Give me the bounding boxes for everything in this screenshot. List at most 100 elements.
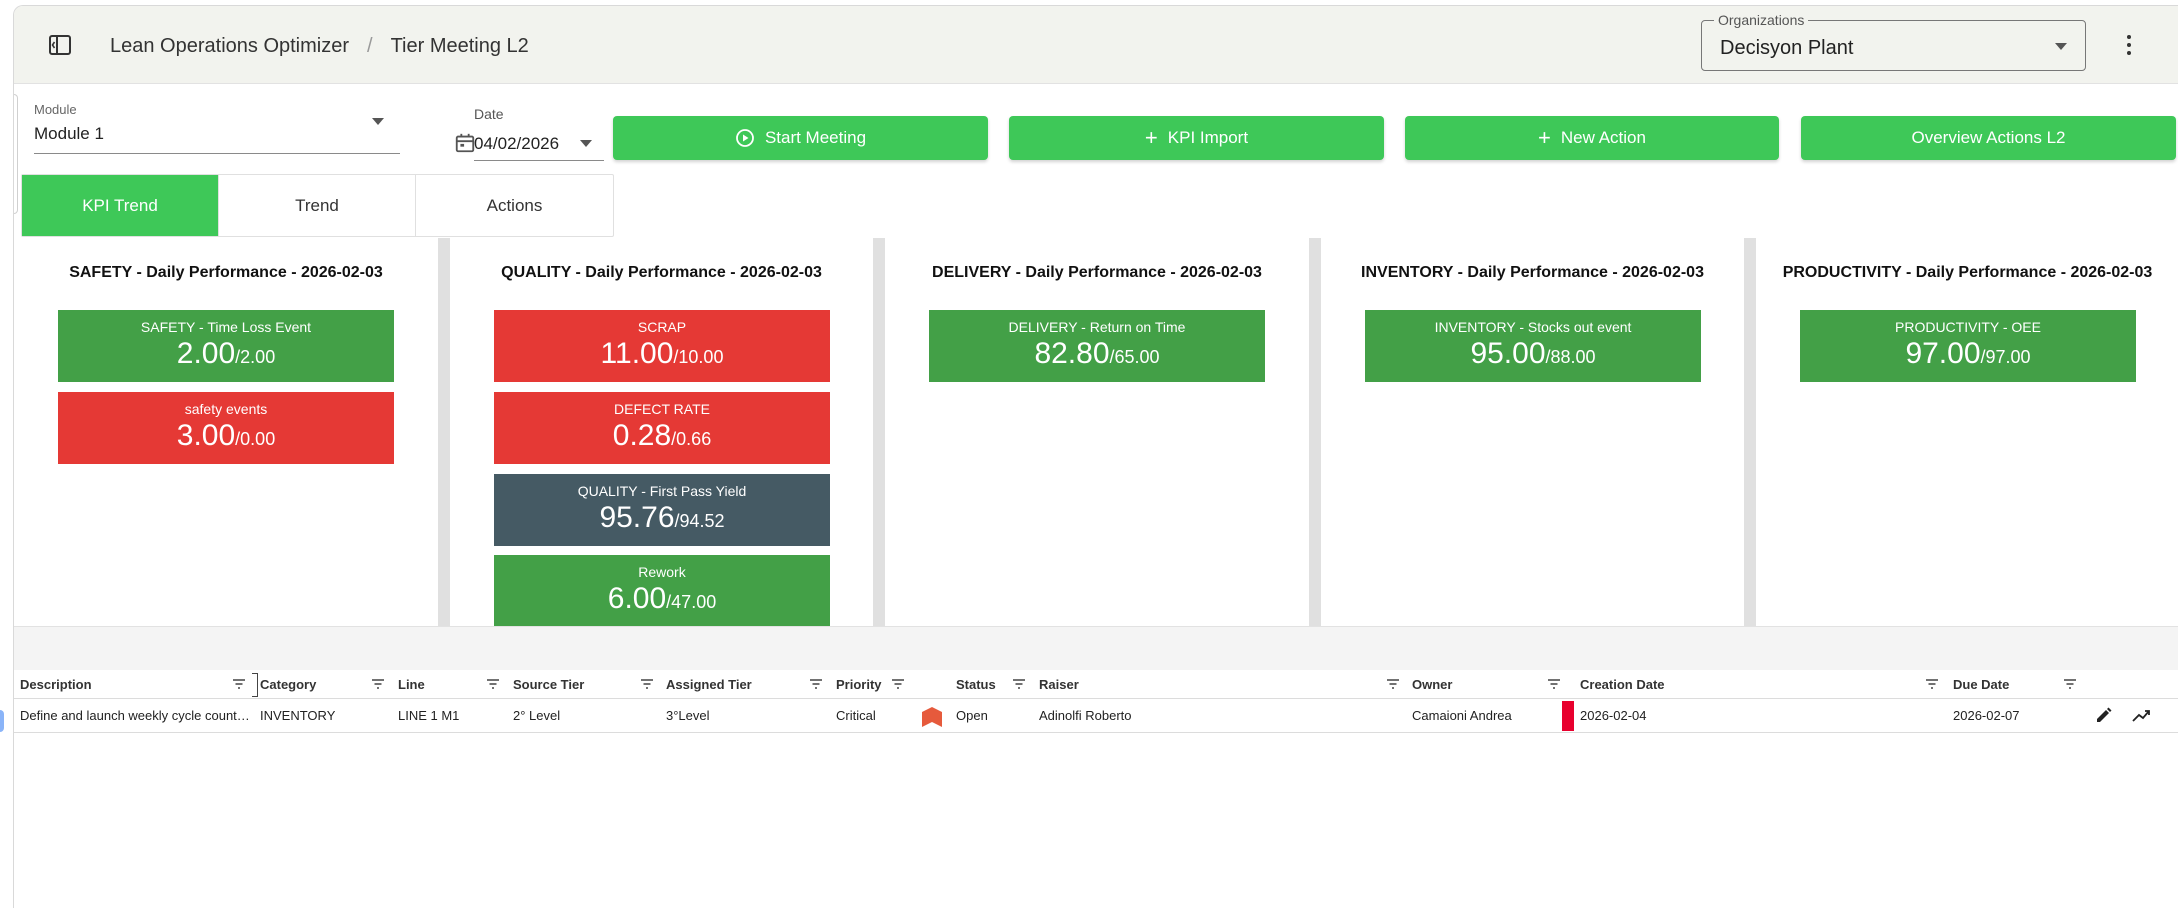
column-header-priority[interactable]: Priority (836, 677, 882, 692)
filter-icon[interactable] (1012, 678, 1026, 690)
kpi-card-target: /97.00 (1980, 347, 2031, 367)
organization-value: Decisyon Plant (1720, 37, 1854, 59)
table-header: Description Category Line Source Tier As… (14, 670, 2178, 699)
kpi-card-value: 2.00 (176, 337, 236, 370)
kpi-column-productivity: PRODUCTIVITY - Daily Performance - 2026-… (1756, 238, 2178, 626)
column-header-line[interactable]: Line (398, 677, 425, 692)
side-handle[interactable] (0, 710, 4, 732)
cell-description: Define and launch weekly cycle count … (20, 708, 252, 723)
overview-actions-button[interactable]: Overview Actions L2 (1801, 116, 2176, 160)
kpi-card-target: /0.00 (235, 429, 276, 449)
priority-flag-icon (922, 707, 942, 727)
kpi-card-value: 82.80 (1034, 337, 1110, 370)
column-header-status[interactable]: Status (956, 677, 996, 692)
column-header-category[interactable]: Category (260, 677, 317, 692)
column-resize-handle[interactable] (252, 673, 258, 697)
cell-due-date: 2026-02-07 (1953, 708, 2020, 723)
kpi-card[interactable]: SCRAP 11.00/10.00 (494, 310, 830, 382)
module-select[interactable]: Module Module 1 (34, 96, 400, 154)
kpi-card-target: /65.00 (1109, 347, 1160, 367)
more-menu-icon[interactable] (2124, 33, 2134, 59)
kpi-card[interactable]: SAFETY - Time Loss Event 2.00/2.00 (58, 310, 394, 382)
kpi-card-target: /10.00 (673, 347, 724, 367)
kpi-card[interactable]: DELIVERY - Return on Time 82.80/65.00 (929, 310, 1265, 382)
cell-priority: Critical (836, 708, 876, 723)
breadcrumb: Lean Operations Optimizer / Tier Meeting… (110, 35, 529, 58)
overdue-indicator (1562, 701, 1574, 731)
cell-owner: Camaioni Andrea (1412, 708, 1512, 723)
kpi-card-name: SAFETY - Time Loss Event (140, 319, 312, 335)
kpi-card-name: Rework (638, 564, 686, 580)
tab-trend[interactable]: Trend (219, 175, 416, 236)
trend-icon[interactable] (2132, 707, 2152, 725)
tab-actions[interactable]: Actions (486, 195, 543, 215)
column-header-raiser[interactable]: Raiser (1039, 677, 1079, 692)
view-tabs: KPI Trend Trend Actions (21, 174, 614, 237)
column-header-source-tier[interactable]: Source Tier (513, 677, 585, 692)
kpi-card-name: PRODUCTIVITY - OEE (1895, 319, 2041, 335)
kpi-card-target: /2.00 (235, 347, 276, 367)
filter-icon[interactable] (2063, 678, 2077, 690)
kpi-card-name: SCRAP (637, 319, 687, 335)
plus-icon: + (1538, 125, 1551, 150)
column-header-owner[interactable]: Owner (1412, 677, 1453, 692)
play-circle-icon (736, 129, 754, 147)
kpi-card-name: safety events (184, 401, 268, 417)
kpi-card-target: /47.00 (666, 592, 717, 612)
kpi-import-label: KPI Import (1167, 128, 1249, 147)
date-value[interactable]: 04/02/2026 (474, 134, 560, 153)
kpi-card-target: /88.00 (1545, 347, 1596, 367)
kpi-column-title: DELIVERY - Daily Performance - 2026-02-0… (932, 264, 1262, 281)
column-header-description[interactable]: Description (20, 677, 92, 692)
kpi-column-inventory: INVENTORY - Daily Performance - 2026-02-… (1321, 238, 1744, 626)
module-label: Module (34, 102, 77, 117)
kpi-card[interactable]: DEFECT RATE 0.28/0.66 (494, 392, 830, 464)
date-picker[interactable]: Date 04/02/2026 (454, 98, 604, 162)
kpi-import-button[interactable]: + KPI Import (1009, 116, 1384, 160)
filter-icon[interactable] (1386, 678, 1400, 690)
kpi-card-value: 6.00 (607, 582, 667, 615)
kpi-card[interactable]: INVENTORY - Stocks out event 95.00/88.00 (1365, 310, 1701, 382)
collapsed-panel-edge[interactable] (14, 94, 18, 214)
kpi-card[interactable]: QUALITY - First Pass Yield 95.76/94.52 (494, 474, 830, 546)
dropdown-caret-icon (580, 140, 592, 147)
date-underline (474, 160, 604, 161)
filter-icon[interactable] (1547, 678, 1561, 690)
sidebar-toggle-icon[interactable] (48, 33, 72, 57)
filter-icon[interactable] (232, 678, 246, 690)
start-meeting-button[interactable]: Start Meeting (613, 116, 988, 160)
column-header-assigned-tier[interactable]: Assigned Tier (666, 677, 752, 692)
breadcrumb-app[interactable]: Lean Operations Optimizer (110, 35, 350, 57)
edit-icon[interactable] (2094, 707, 2114, 725)
new-action-label: New Action (1560, 128, 1646, 147)
cell-status: Open (956, 708, 988, 723)
kpi-card-value: 95.00 (1470, 337, 1546, 370)
dropdown-caret-icon (372, 118, 384, 125)
filter-icon[interactable] (371, 678, 385, 690)
table-toolbar (14, 626, 2178, 670)
filter-icon[interactable] (640, 678, 654, 690)
filter-icon[interactable] (1925, 678, 1939, 690)
new-action-button[interactable]: + New Action (1405, 116, 1779, 160)
plus-icon: + (1144, 125, 1158, 150)
kpi-card[interactable]: Rework 6.00/47.00 (494, 555, 830, 627)
column-header-creation-date[interactable]: Creation Date (1580, 677, 1665, 692)
column-header-due-date[interactable]: Due Date (1953, 677, 2010, 692)
kpi-card-target: /0.66 (671, 429, 712, 449)
kpi-column-title: PRODUCTIVITY - Daily Performance - 2026-… (1782, 264, 2153, 281)
tab-kpi-trend[interactable]: KPI Trend (22, 175, 219, 236)
filter-icon[interactable] (486, 678, 500, 690)
kpi-card-name: DEFECT RATE (614, 401, 710, 417)
kpi-card[interactable]: PRODUCTIVITY - OEE 97.00/97.00 (1800, 310, 2136, 382)
filter-icon[interactable] (809, 678, 823, 690)
filter-icon[interactable] (891, 678, 905, 690)
kpi-card-value: 95.76 (599, 501, 675, 534)
date-label: Date (474, 106, 504, 122)
kpi-card[interactable]: safety events 3.00/0.00 (58, 392, 394, 464)
table-row[interactable]: Define and launch weekly cycle count … I… (14, 699, 2178, 733)
kpi-card-target: /94.52 (674, 511, 725, 531)
calendar-icon[interactable] (454, 132, 476, 154)
kpi-column-title: QUALITY - Daily Performance - 2026-02-03 (501, 264, 822, 281)
kpi-card-name: INVENTORY - Stocks out event (1434, 319, 1632, 335)
organization-select[interactable]: Organizations Decisyon Plant (1701, 12, 2086, 71)
